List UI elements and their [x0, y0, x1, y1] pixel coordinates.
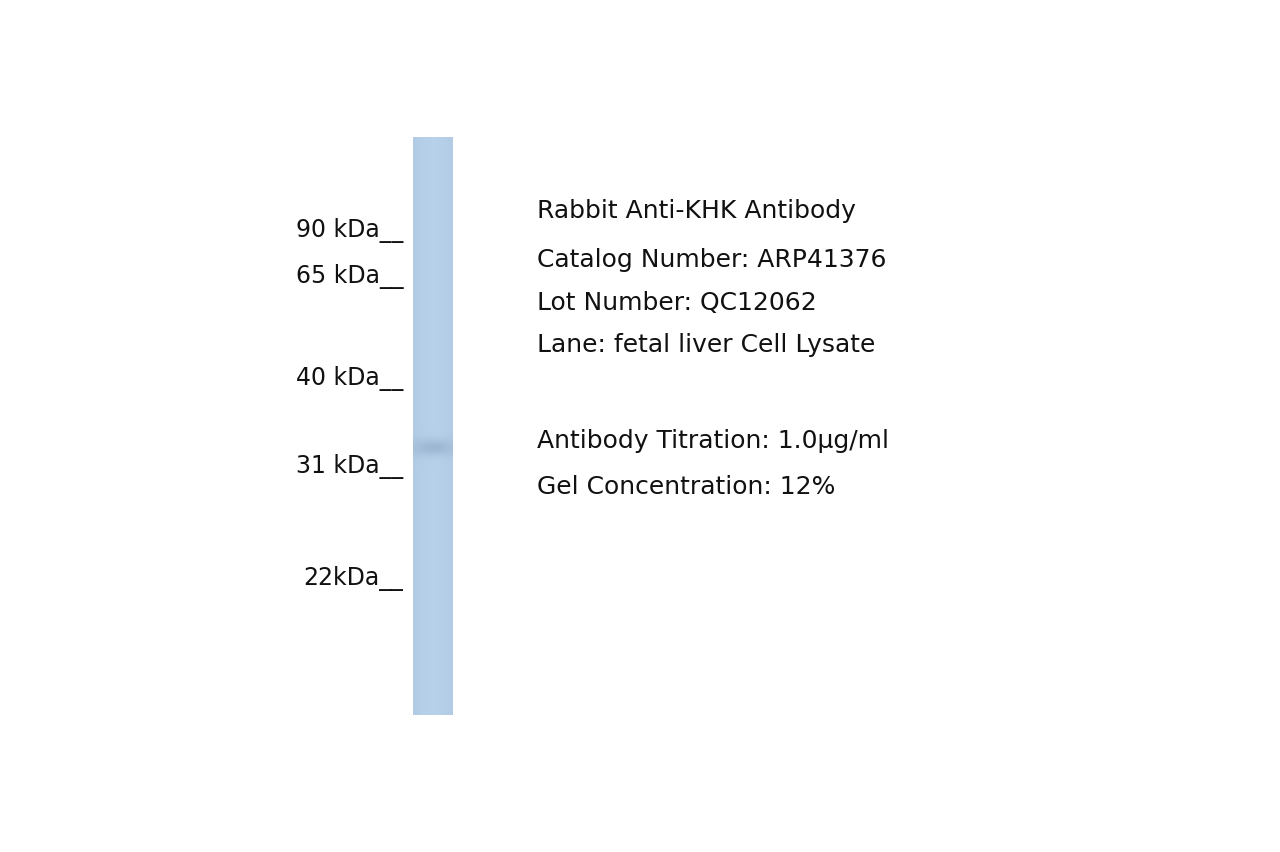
Text: Rabbit Anti-KHK Antibody: Rabbit Anti-KHK Antibody [538, 199, 856, 222]
Text: Catalog Number: ARP41376: Catalog Number: ARP41376 [538, 248, 887, 272]
Text: 22kDa__: 22kDa__ [303, 566, 403, 590]
Text: 90 kDa__: 90 kDa__ [296, 217, 403, 243]
Text: Lot Number: QC12062: Lot Number: QC12062 [538, 291, 817, 314]
Text: 65 kDa__: 65 kDa__ [296, 263, 403, 289]
Text: Lane: fetal liver Cell Lysate: Lane: fetal liver Cell Lysate [538, 333, 876, 357]
Text: 31 kDa__: 31 kDa__ [296, 454, 403, 479]
Text: 40 kDa__: 40 kDa__ [296, 366, 403, 390]
Text: Antibody Titration: 1.0µg/ml: Antibody Titration: 1.0µg/ml [538, 428, 890, 452]
Text: Gel Concentration: 12%: Gel Concentration: 12% [538, 474, 836, 498]
